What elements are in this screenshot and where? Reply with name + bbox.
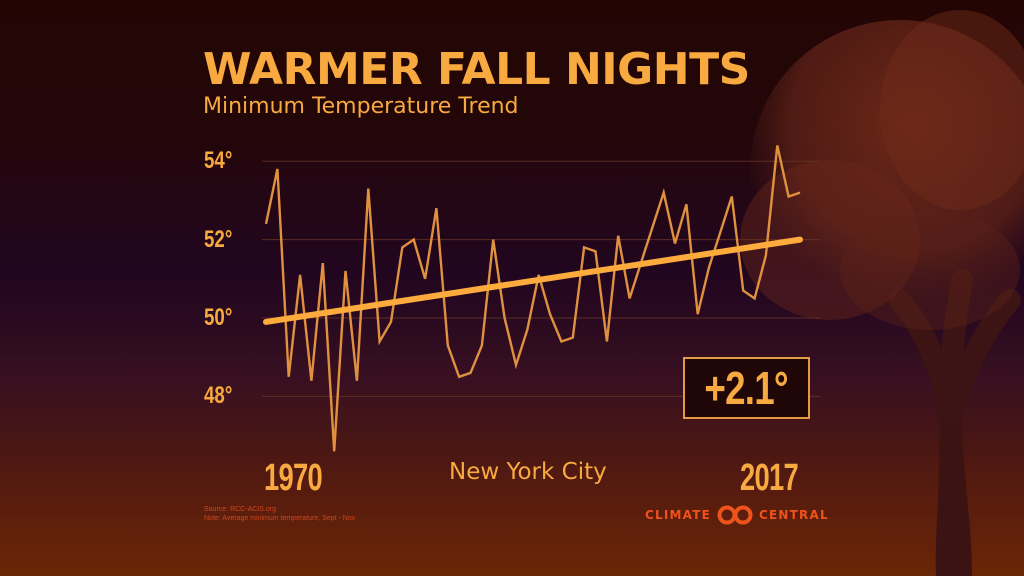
chart-subtitle: Minimum Temperature Trend (203, 94, 519, 119)
chart-title: WARMER FALL NIGHTS (203, 44, 750, 95)
note-text: Note: Average minimum temperature, Sept … (204, 515, 356, 522)
logo-text-left: CLIMATE (645, 508, 711, 522)
linked-circles-icon (717, 505, 753, 525)
location-label: New York City (449, 459, 607, 485)
autumn-tree-illustration (740, 10, 1024, 576)
temperature-change-value: +2.1° (704, 362, 789, 414)
trend-line (263, 236, 803, 325)
y-tick-label: 50° (204, 304, 233, 331)
y-tick-label: 48° (204, 382, 233, 410)
x-end-label: 2017 (740, 457, 799, 499)
temperature-line (264, 145, 801, 452)
x-start-label: 1970 (264, 457, 323, 499)
source-notes: Source: RCC-ACIS.org Note: Average minim… (204, 505, 355, 523)
temperature-change-badge: +2.1° (683, 357, 810, 419)
source-text: Source: RCC-ACIS.org (204, 506, 276, 513)
y-tick-label: 54° (204, 147, 233, 175)
logo-text-right: CENTRAL (759, 508, 829, 522)
climate-central-logo: CLIMATE CENTRAL (645, 505, 829, 525)
y-tick-label: 52° (204, 225, 233, 253)
